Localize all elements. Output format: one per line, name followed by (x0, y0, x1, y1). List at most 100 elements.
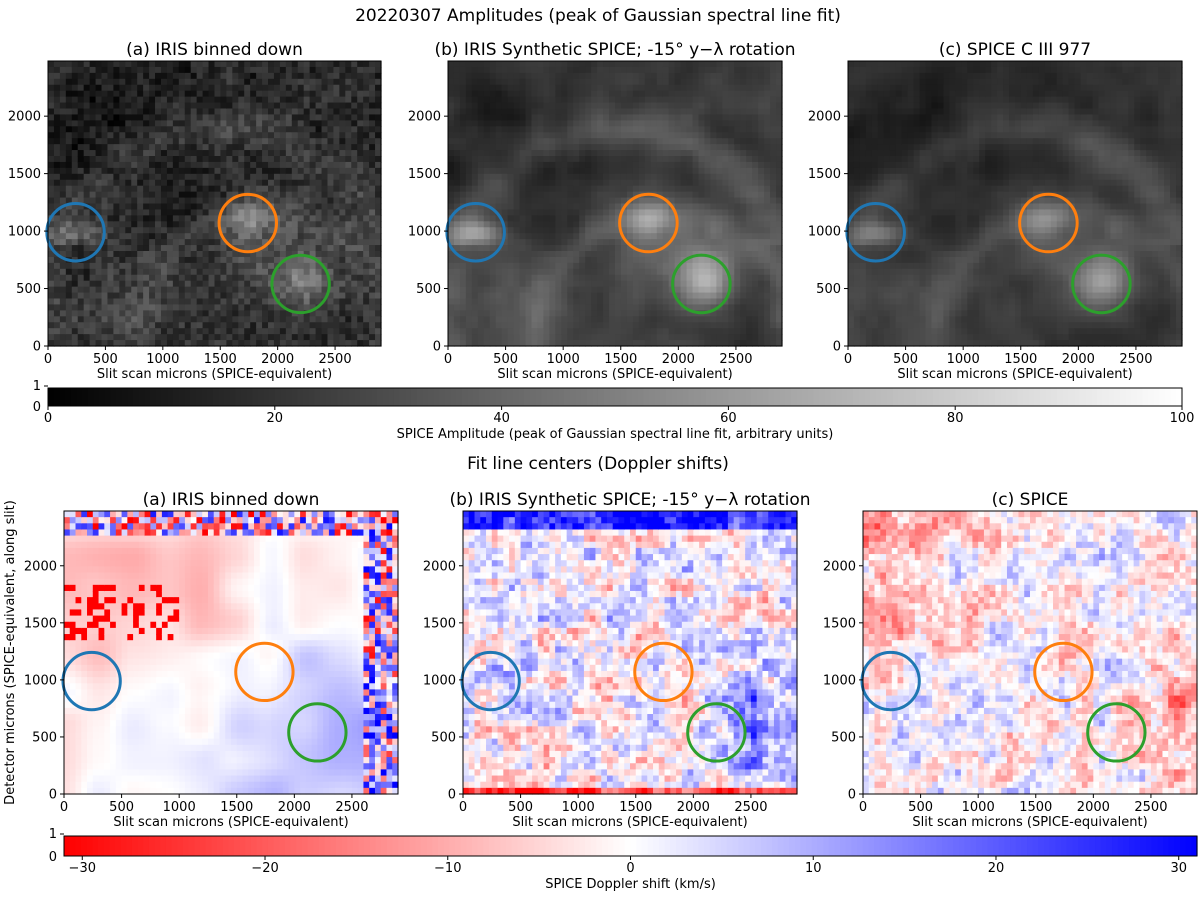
heatmap-cell (160, 280, 168, 288)
heatmap-cell (519, 233, 527, 240)
heatmap-cell (567, 209, 574, 216)
heatmap-cell (101, 138, 109, 145)
heatmap-cell (363, 150, 370, 157)
heatmap-cell (291, 245, 299, 252)
heatmap-cell (662, 340, 670, 347)
heatmap-cell (477, 340, 485, 347)
heatmap-cell (220, 108, 227, 116)
heatmap-cell (226, 292, 233, 300)
heatmap-cell (686, 256, 694, 264)
heatmap-cell (549, 150, 556, 157)
heatmap-cell (501, 328, 509, 335)
heatmap-cell (172, 203, 180, 211)
heatmap-cell (519, 203, 527, 211)
heatmap-cell (184, 114, 192, 121)
heatmap-cell (620, 185, 628, 193)
heatmap-cell (48, 328, 55, 335)
heatmap-cell (567, 114, 574, 121)
heatmap-cell (579, 61, 586, 68)
heatmap-cell (567, 280, 574, 288)
heatmap-cell (107, 262, 115, 270)
heatmap-cell (202, 239, 210, 246)
heatmap-cell (644, 233, 652, 240)
heatmap-cell (489, 304, 497, 311)
heatmap-cell (668, 328, 676, 335)
heatmap-cell (591, 239, 598, 246)
heatmap-cell (172, 215, 180, 222)
heatmap-cell (722, 132, 729, 139)
heatmap-cell (728, 90, 735, 98)
heatmap-cell (448, 96, 455, 104)
heatmap-cell (53, 310, 61, 317)
heatmap-cell (351, 316, 358, 323)
heatmap-cell (573, 340, 580, 347)
heatmap-cell (632, 156, 640, 163)
heatmap-cell (297, 322, 305, 329)
heatmap-cell (615, 108, 622, 116)
heatmap-cell (555, 108, 562, 116)
heatmap-cell (519, 150, 527, 157)
heatmap-cell (101, 191, 109, 199)
heatmap-cell (357, 167, 364, 175)
heatmap-cell (309, 203, 317, 211)
heatmap-cell (471, 114, 479, 121)
heatmap-cell (77, 292, 85, 300)
heatmap-cell (315, 328, 323, 335)
heatmap-cell (149, 340, 156, 347)
heatmap-cell (549, 185, 556, 193)
heatmap-cell (226, 102, 233, 110)
heatmap-cell (166, 84, 174, 92)
heatmap-cell (704, 251, 712, 258)
heatmap-cell (279, 274, 287, 282)
heatmap-cell (77, 144, 85, 151)
heatmap-cell (525, 179, 533, 187)
heatmap-cell (291, 185, 299, 193)
heatmap-cell (214, 310, 222, 317)
heatmap-cell (489, 203, 497, 211)
heatmap-cell (190, 84, 198, 92)
heatmap-cell (149, 316, 156, 323)
heatmap-cell (375, 340, 382, 347)
heatmap-cell (686, 173, 694, 181)
heatmap-cell (65, 191, 73, 199)
heatmap-cell (101, 245, 109, 252)
heatmap-cell (501, 221, 509, 228)
heatmap-cell (471, 132, 479, 139)
heatmap-cell (674, 239, 682, 246)
heatmap-cell (728, 138, 735, 145)
heatmap-cell (107, 298, 115, 306)
heatmap-cell (716, 245, 723, 252)
heatmap-cell (615, 316, 622, 323)
heatmap-cell (471, 120, 479, 127)
heatmap-cell (525, 84, 533, 92)
heatmap-cell (489, 102, 497, 110)
heatmap-cell (351, 108, 358, 116)
heatmap-cell (525, 90, 533, 98)
heatmap-cell (250, 221, 257, 228)
heatmap-cell (489, 215, 497, 222)
heatmap-cell (166, 340, 174, 347)
heatmap-cell (268, 84, 275, 92)
heatmap-cell (369, 298, 376, 306)
heatmap-cell (525, 61, 533, 68)
heatmap-cell (555, 161, 562, 169)
heatmap-cell (208, 227, 216, 234)
heatmap-cell (89, 209, 97, 216)
heatmap-cell (537, 161, 545, 169)
heatmap-cell (184, 251, 192, 258)
heatmap-cell (101, 179, 109, 187)
heatmap-cell (579, 328, 586, 335)
heatmap-cell (226, 298, 233, 306)
heatmap-cell (172, 179, 180, 187)
heatmap-cell (65, 144, 73, 151)
heatmap-cell (632, 185, 640, 193)
heatmap-cell (53, 156, 61, 163)
heatmap-cell (573, 78, 580, 86)
heatmap-cell (166, 221, 174, 228)
heatmap-cell (262, 144, 269, 151)
heatmap-cell (615, 173, 622, 181)
heatmap-cell (143, 239, 150, 246)
heatmap-cell (369, 334, 376, 341)
heatmap-cell (333, 298, 340, 306)
heatmap-cell (495, 286, 503, 294)
